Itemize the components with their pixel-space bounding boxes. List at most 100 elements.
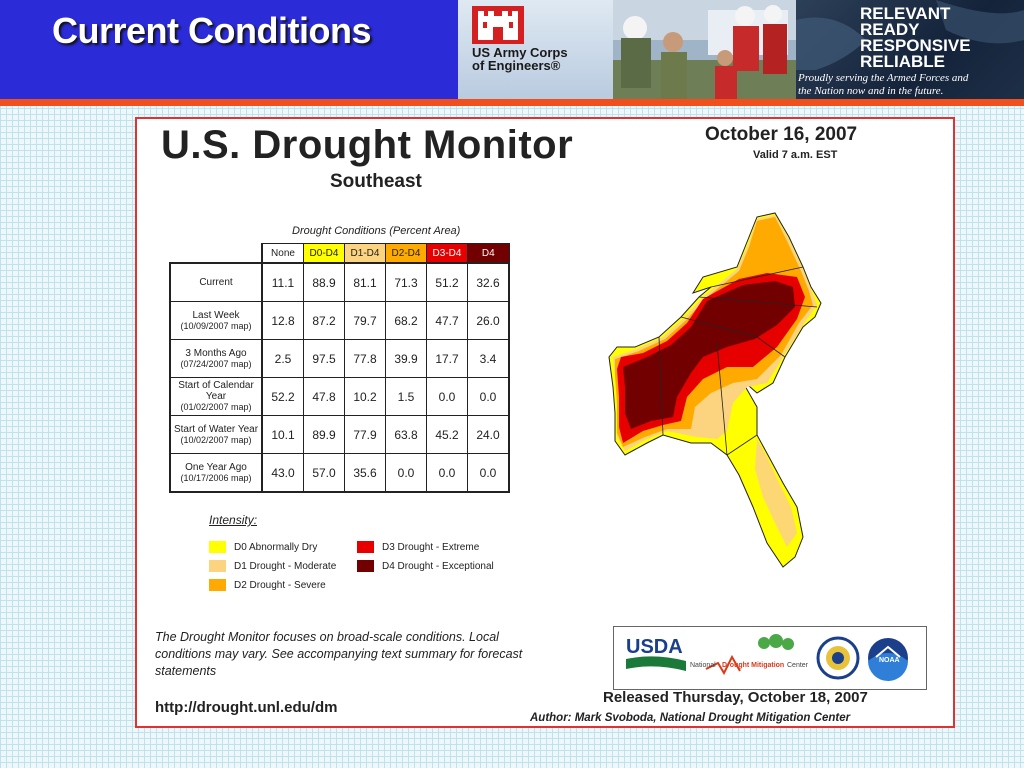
motto-relevant: RELEVANT <box>860 4 951 23</box>
southeast-drought-map <box>608 212 822 568</box>
castle-icon <box>472 6 524 44</box>
column-header-d4: D4 <box>467 243 510 264</box>
row-label: Current <box>169 262 263 302</box>
ndmc-tree-icon <box>758 637 770 649</box>
legend-label: D4 Drought - Exceptional <box>382 561 494 572</box>
table-cell: 10.2 <box>344 377 386 416</box>
table-cell: 79.7 <box>344 301 386 340</box>
monitor-region: Southeast <box>330 171 422 192</box>
legend-label: D1 Drought - Moderate <box>234 561 337 572</box>
row-map-date: (10/02/2007 map) <box>180 434 252 445</box>
table-body: Current 11.1 88.9 81.1 71.3 51.2 32.6 Last Week… <box>169 262 510 493</box>
table-cell: 11.1 <box>261 262 304 302</box>
noaa-text: NOAA <box>879 657 900 664</box>
usda-logo-text: USDA <box>626 636 683 658</box>
table-cell: 88.9 <box>303 262 345 302</box>
tagline-line1: Proudly serving the Armed Forces and <box>798 72 969 84</box>
table-row: One Year Ago (10/17/2006 map) 43.0 57.0 35.6… <box>169 453 510 493</box>
table-cell: 17.7 <box>426 339 468 378</box>
row-label-text: One Year Ago <box>185 461 247 473</box>
table-cell: 81.1 <box>344 262 386 302</box>
released-date: Released Thursday, October 18, 2007 <box>603 689 868 706</box>
table-row: Last Week (10/09/2007 map) 12.8 87.2 79.7 68.… <box>169 301 510 340</box>
table-cell: 77.8 <box>344 339 386 378</box>
monitor-author: Author: Mark Svoboda, National Drought M… <box>530 712 851 724</box>
legend-swatch <box>209 541 226 554</box>
usda-field-icon <box>626 656 686 671</box>
ndmc-wave-icon <box>705 654 741 676</box>
table-cell: 26.0 <box>467 301 510 340</box>
motto-ready: READY <box>860 20 920 39</box>
table-cell: 71.3 <box>385 262 427 302</box>
legend-label: D3 Drought - Extreme <box>382 542 480 553</box>
table-cell: 97.5 <box>303 339 345 378</box>
table-cell: 0.0 <box>467 377 510 416</box>
table-cell: 0.0 <box>426 377 468 416</box>
legend-label: D2 Drought - Severe <box>234 580 326 591</box>
column-header-d3-d4: D3-D4 <box>426 243 468 264</box>
row-label-text: Start of Water Year <box>173 423 259 435</box>
table-caption: Drought Conditions (Percent Area) <box>292 225 461 237</box>
table-header-row: None D0-D4 D1-D4 D2-D4 D3-D4 D4 <box>170 243 510 264</box>
monitor-note: The Drought Monitor focuses on broad-sca… <box>155 630 523 678</box>
table-cell: 3.4 <box>467 339 510 378</box>
legend-label: D0 Abnormally Dry <box>234 542 318 553</box>
table-row: Start of Calendar Year (01/02/2007 map) 52… <box>169 377 510 416</box>
table-row: Current 11.1 88.9 81.1 71.3 51.2 32.6 <box>169 262 510 302</box>
partner-logos-art: USDA National Drought Mitigation Center … <box>626 634 908 681</box>
legend-item: D4 Drought - Exceptional <box>357 560 494 574</box>
legend-swatch <box>209 560 226 573</box>
drought-monitor-panel: U.S. Drought Monitor Southeast October 1… <box>135 117 955 728</box>
row-map-date: (10/17/2006 map) <box>180 472 252 483</box>
table-cell: 52.2 <box>261 377 304 416</box>
row-label: 3 Months Ago (07/24/2007 map) <box>169 339 263 378</box>
map-region-d4 <box>623 281 795 429</box>
legend-item: D0 Abnormally Dry <box>209 541 317 555</box>
table-row: 3 Months Ago (07/24/2007 map) 2.5 97.5 77.8 3… <box>169 339 510 378</box>
table-cell: 32.6 <box>467 262 510 302</box>
row-label-text: 3 Months Ago <box>185 347 247 359</box>
usace-logo-block: US Army Corps of Engineers® <box>458 0 613 99</box>
table-cell: 87.2 <box>303 301 345 340</box>
monitor-valid-time: Valid 7 a.m. EST <box>753 149 838 161</box>
legend-swatch <box>357 541 374 554</box>
ndmc-highlight: Drought Mitigation <box>722 662 784 669</box>
column-header-d1-d4: D1-D4 <box>344 243 386 264</box>
ndmc-prefix: National <box>690 662 716 669</box>
column-header-d0-d4: D0-D4 <box>303 243 345 264</box>
partner-logos: USDA National Drought Mitigation Center … <box>613 626 927 690</box>
usace-name-line2: of Engineers® <box>472 58 561 73</box>
monitor-date: October 16, 2007 <box>705 124 858 145</box>
header-accent-bar <box>0 99 1024 106</box>
row-label-text: Current <box>199 277 233 288</box>
drought-conditions-table: None D0-D4 D1-D4 D2-D4 D3-D4 D4 Current 11.1 88… <box>169 243 510 493</box>
table-cell: 47.7 <box>426 301 468 340</box>
column-header-d2-d4: D2-D4 <box>385 243 427 264</box>
table-cell: 0.0 <box>385 453 427 493</box>
table-cell: 47.8 <box>303 377 345 416</box>
slide-title: Current Conditions <box>52 10 371 51</box>
row-label: One Year Ago (10/17/2006 map) <box>169 453 263 493</box>
table-cell: 63.8 <box>385 415 427 454</box>
table-cell: 51.2 <box>426 262 468 302</box>
motto-reliable: RELIABLE <box>860 52 945 71</box>
row-map-date: (07/24/2007 map) <box>180 358 252 369</box>
row-label: Start of Water Year (10/02/2007 map) <box>169 415 263 454</box>
motto-tagline: Proudly serving the Armed Forces and the… <box>798 72 968 98</box>
ndmc-suffix: Center <box>787 662 809 669</box>
table-cell: 39.9 <box>385 339 427 378</box>
table-cell: 68.2 <box>385 301 427 340</box>
row-map-date: (01/02/2007 map) <box>180 402 252 412</box>
intensity-title: Intensity: <box>209 513 258 527</box>
map-region-d1-florida <box>755 439 797 547</box>
photo-illustration <box>613 0 796 99</box>
table-cell: 1.5 <box>385 377 427 416</box>
motto-block: RELEVANT READY RESPONSIVE RELIABLE Proud… <box>796 0 1024 99</box>
column-header-none: None <box>261 243 304 264</box>
table-cell: 89.9 <box>303 415 345 454</box>
engineers-photo <box>613 0 796 99</box>
slide-header: Current Conditions US Army Corps of Engi… <box>0 0 1024 100</box>
table-cell: 2.5 <box>261 339 304 378</box>
monitor-url[interactable]: http://drought.unl.edu/dm <box>155 699 338 716</box>
tagline-line2: the Nation now and in the future. <box>798 85 944 97</box>
